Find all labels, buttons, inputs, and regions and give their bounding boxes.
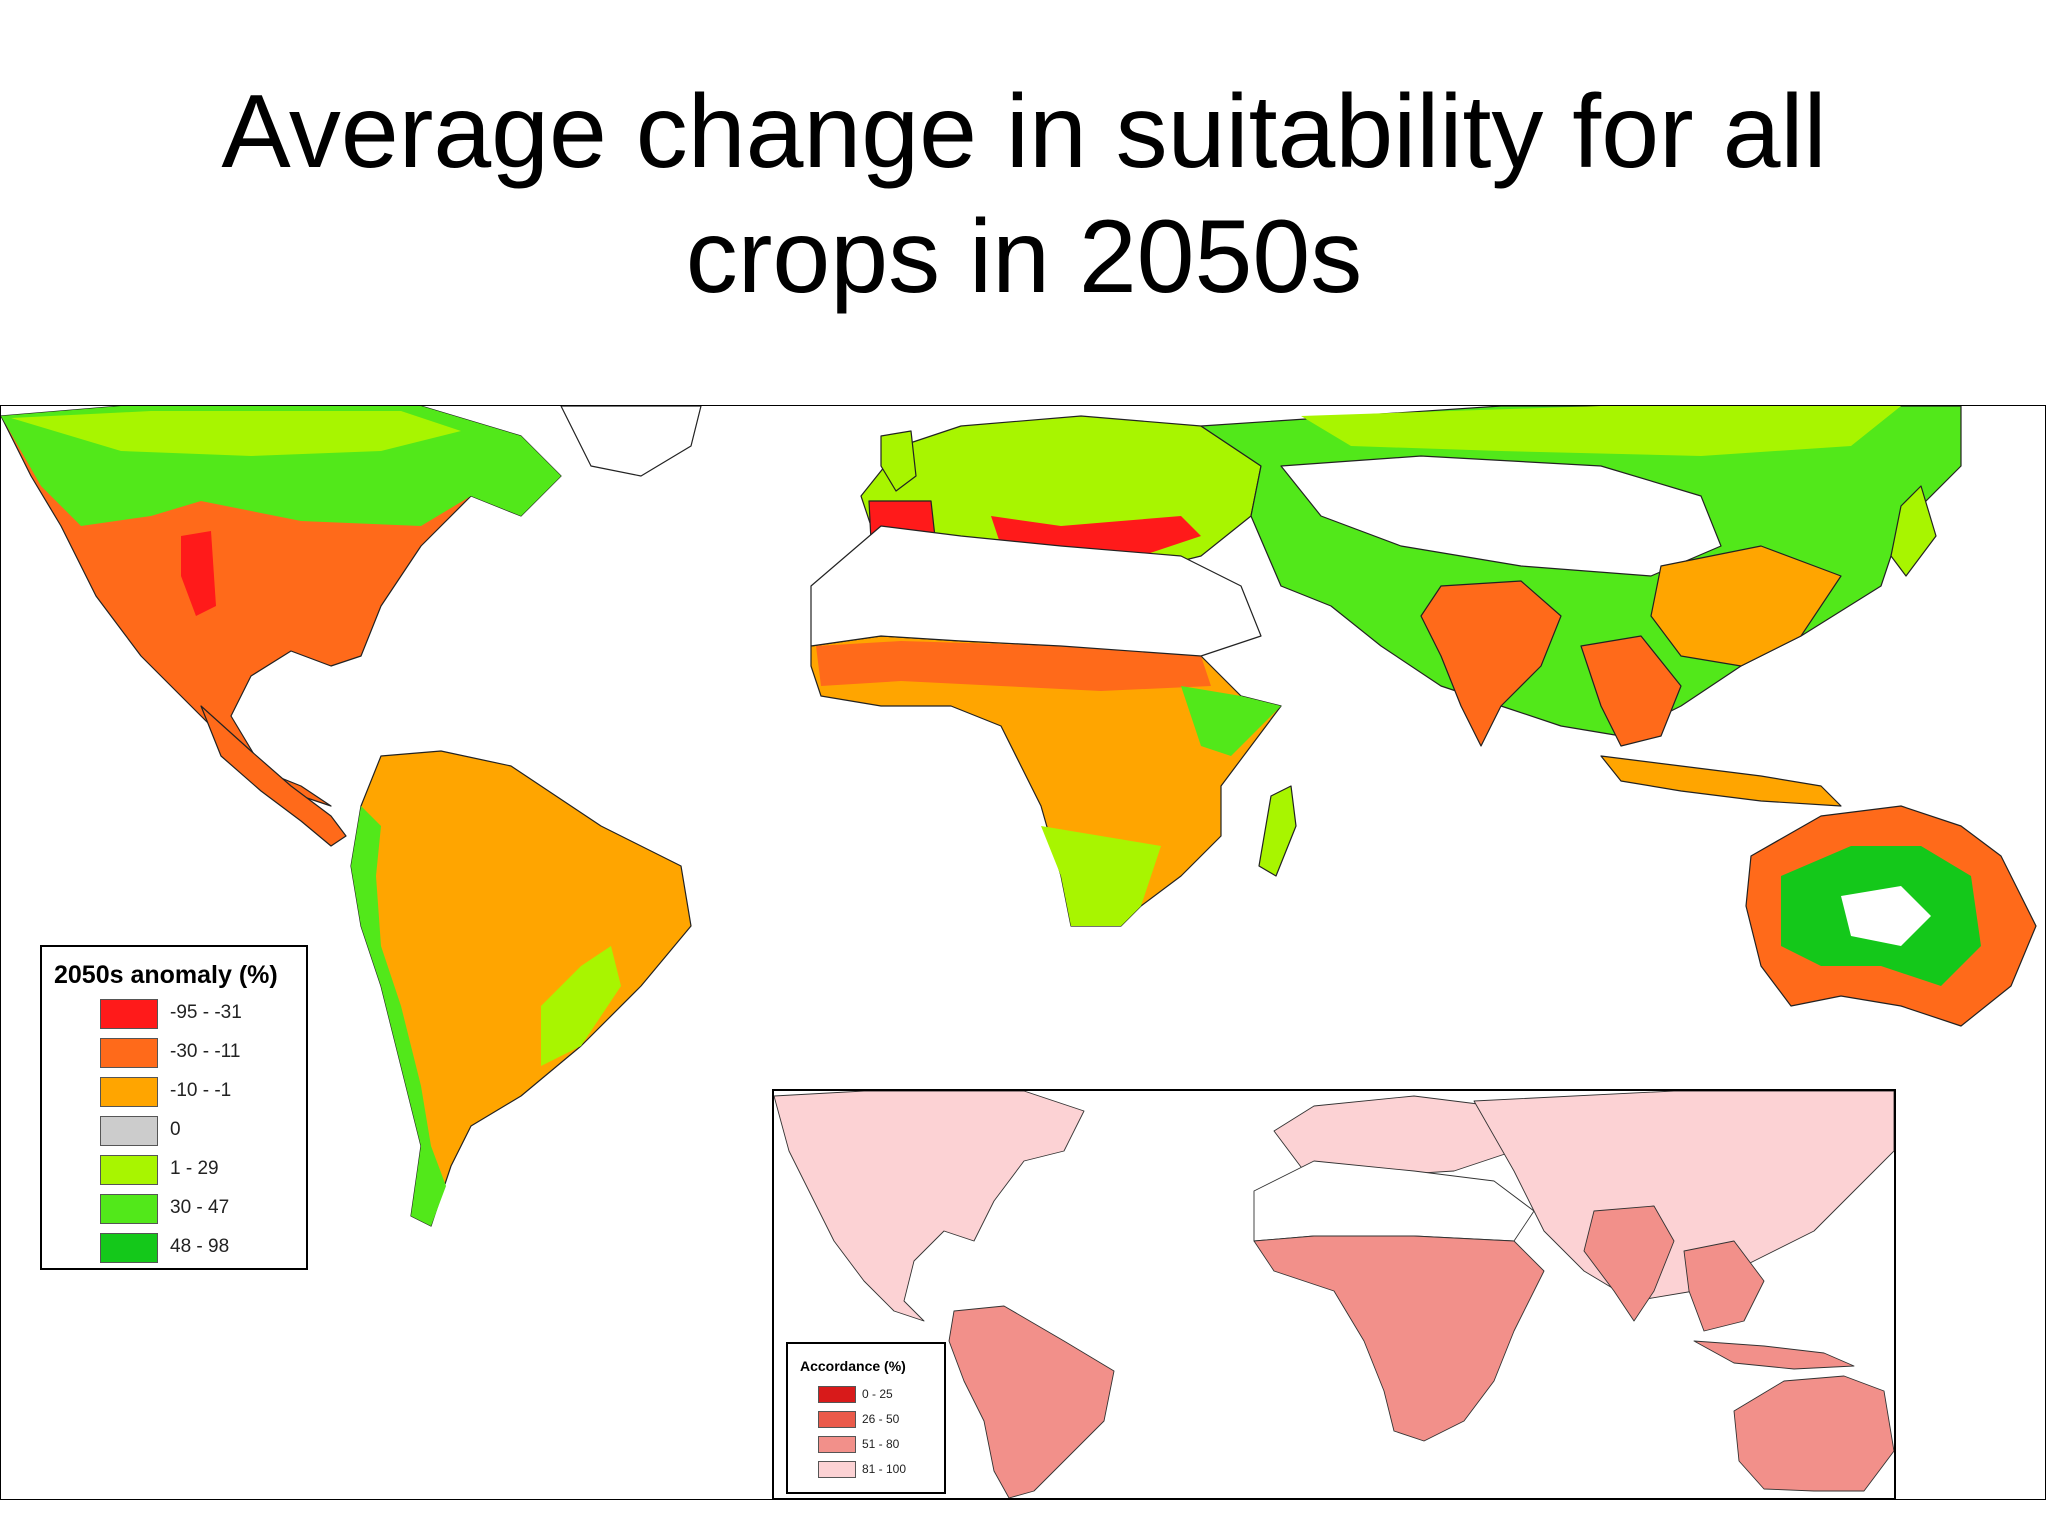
- world-suitability-map: [1, 406, 2037, 1227]
- legend-label: 1 - 29: [170, 1158, 219, 1179]
- accordance-map: [774, 1091, 1894, 1498]
- rockies-red: [181, 531, 216, 616]
- legend-swatch: [100, 1194, 158, 1224]
- sahel-orange: [816, 641, 1211, 691]
- accordance-legend-title: Accordance (%): [800, 1358, 906, 1374]
- accordance-label: 26 - 50: [862, 1412, 900, 1426]
- inset-southeast-asia: [1683, 1240, 1765, 1332]
- southeast-asia: [1580, 635, 1682, 747]
- legend-item: 48 - 98: [100, 1233, 300, 1263]
- legend-label: 30 - 47: [170, 1197, 230, 1218]
- legend-label: 0: [170, 1119, 181, 1140]
- accordance-swatch: [818, 1386, 856, 1403]
- legend-label: -95 - -31: [170, 1002, 242, 1023]
- legend-item: -95 - -31: [100, 999, 300, 1029]
- legend-item: 1 - 29: [100, 1155, 300, 1185]
- sahara-white: [810, 525, 1262, 657]
- greenland: [560, 406, 702, 477]
- inset-indonesia: [1693, 1340, 1855, 1370]
- inset-africa: [1253, 1235, 1545, 1442]
- inset-australia: [1733, 1375, 1894, 1492]
- accordance-swatch: [818, 1461, 856, 1478]
- accordance-legend-item: 81 - 100: [818, 1461, 938, 1478]
- page-title: Average change in suitability for all cr…: [0, 70, 2048, 320]
- madagascar: [1258, 785, 1297, 877]
- legend-swatch: [100, 1038, 158, 1068]
- indonesia: [1600, 755, 1842, 807]
- inset-india: [1583, 1205, 1675, 1322]
- australia-white-center: [1841, 886, 1931, 946]
- inset-north-america: [774, 1091, 1085, 1322]
- central-america: [200, 705, 347, 847]
- legend-swatch: [100, 1116, 158, 1146]
- india: [1420, 580, 1562, 747]
- legend-item: -30 - -11: [100, 1038, 300, 1068]
- accordance-swatch: [818, 1411, 856, 1428]
- title-line-1: Average change in suitability for all: [221, 74, 1827, 190]
- accordance-label: 81 - 100: [862, 1462, 907, 1476]
- east-africa-green: [1181, 686, 1281, 756]
- north-america-far-north: [11, 411, 461, 456]
- legend-swatch: [100, 999, 158, 1029]
- uk-ireland: [880, 430, 917, 492]
- legend-item: 30 - 47: [100, 1194, 300, 1224]
- accordance-label: 0 - 25: [862, 1387, 893, 1401]
- legend-label: 48 - 98: [170, 1236, 230, 1257]
- inset-asia: [1473, 1091, 1894, 1302]
- asia-north-yellowgreen: [1301, 406, 1901, 456]
- anomaly-legend-title: 2050s anomaly (%): [54, 961, 278, 989]
- south-america: [350, 750, 692, 1227]
- china-east-orange: [1650, 545, 1842, 667]
- legend-swatch: [100, 1077, 158, 1107]
- accordance-legend-item: 51 - 80: [818, 1436, 938, 1453]
- south-america-green-east: [541, 946, 621, 1066]
- accordance-legend-item: 26 - 50: [818, 1411, 938, 1428]
- accordance-swatch: [818, 1436, 856, 1453]
- title-line-2: crops in 2050s: [685, 199, 1363, 315]
- legend-item: -10 - -1: [100, 1077, 300, 1107]
- legend-label: -10 - -1: [170, 1080, 232, 1101]
- legend-swatch: [100, 1155, 158, 1185]
- legend-item: 0: [100, 1116, 300, 1146]
- main-map-frame: [0, 405, 2046, 1500]
- japan: [1890, 485, 1937, 577]
- legend-label: -30 - -11: [170, 1041, 241, 1062]
- south-america-green-west: [351, 806, 446, 1226]
- inset-south-america: [948, 1305, 1115, 1498]
- accordance-legend: Accordance (%) 0 - 25 26 - 50 51 - 80 81…: [786, 1342, 946, 1494]
- anomaly-legend: 2050s anomaly (%) -95 - -31 -30 - -11 -1…: [40, 945, 308, 1270]
- accordance-legend-item: 0 - 25: [818, 1386, 938, 1403]
- accordance-label: 51 - 80: [862, 1437, 900, 1451]
- inset-sahara-white: [1253, 1160, 1535, 1242]
- southern-africa-green: [1041, 826, 1161, 926]
- accordance-inset-map: [772, 1089, 1896, 1500]
- legend-swatch: [100, 1233, 158, 1263]
